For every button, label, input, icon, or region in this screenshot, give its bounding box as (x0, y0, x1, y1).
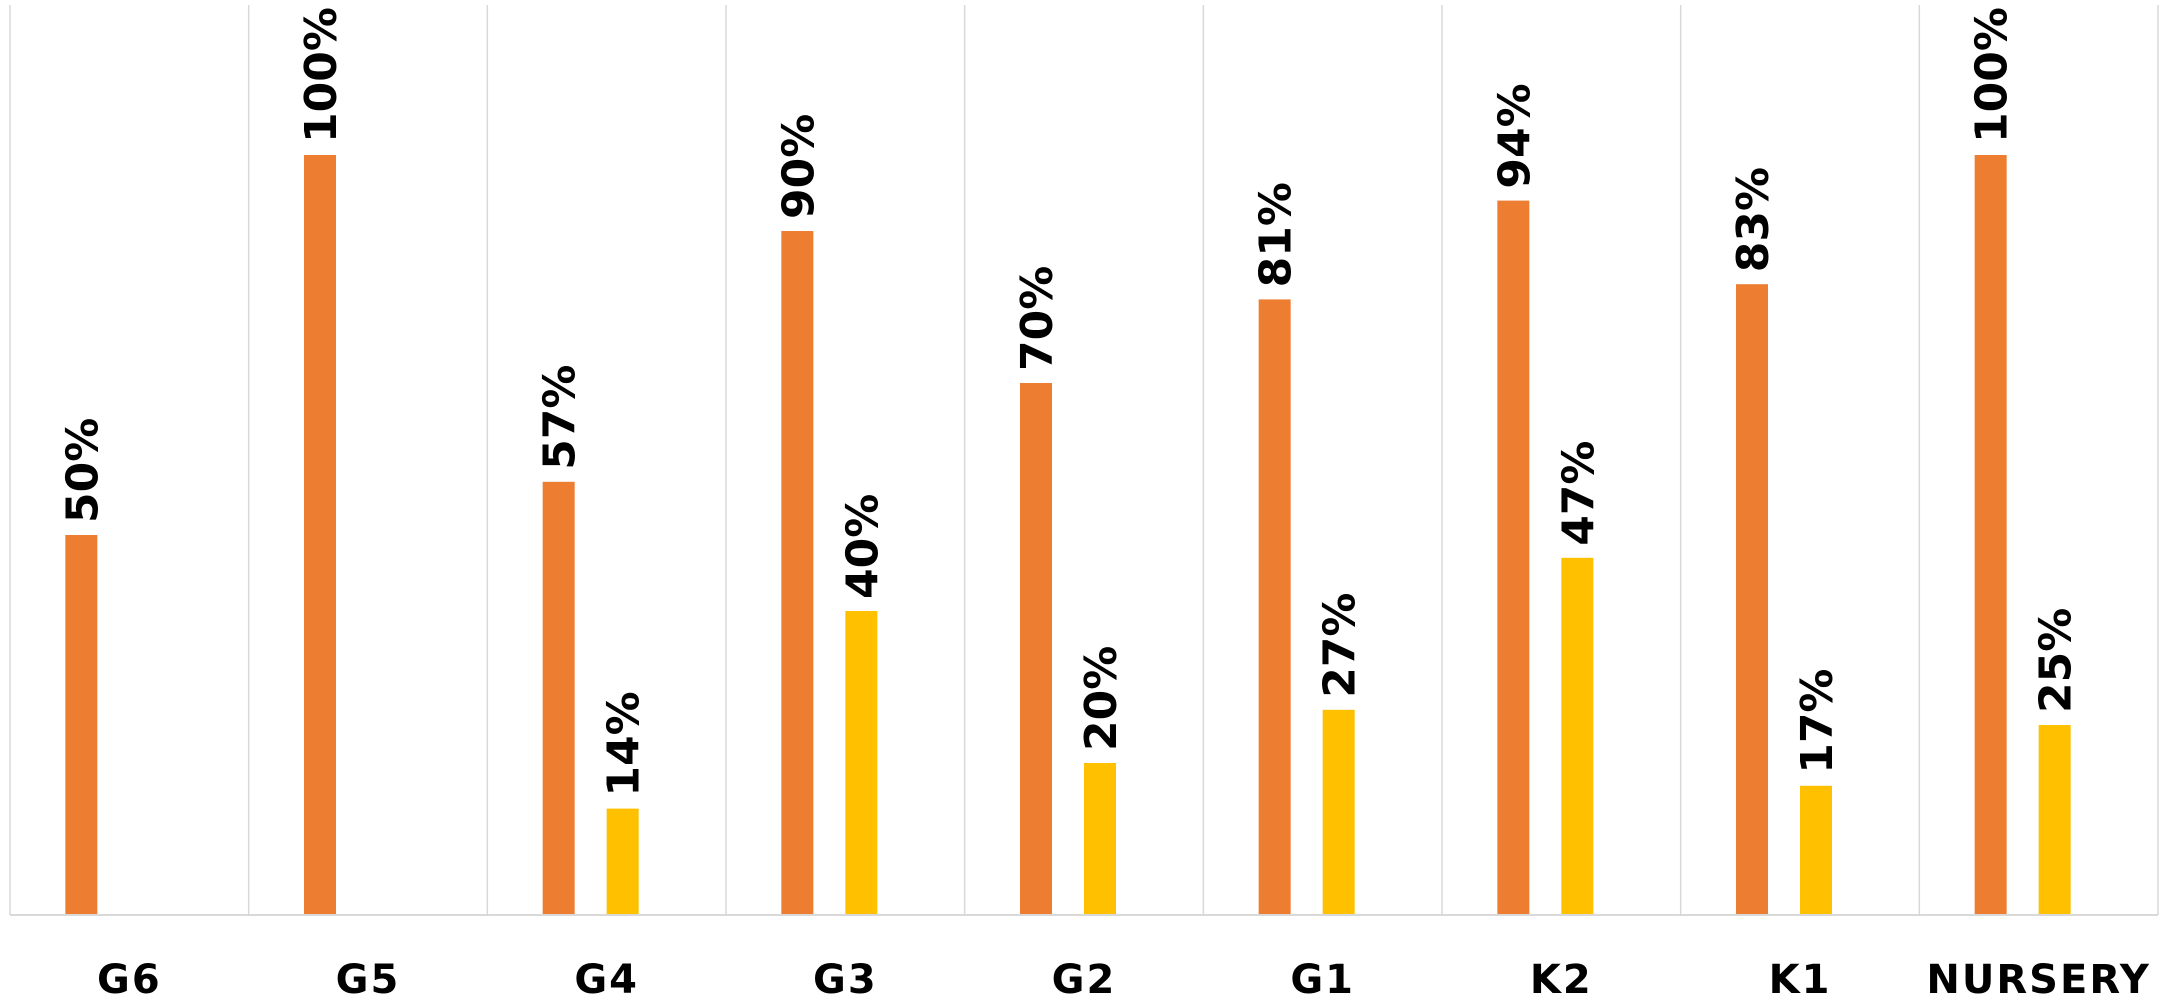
bar-k2-series-1 (1497, 200, 1530, 916)
category-label-g3: G3 (813, 957, 878, 1000)
x-axis: G6 G5 G4 G3 G2 G1 K2 K1 NURSERY (10, 914, 2158, 1000)
category-label-g4: G4 (574, 957, 639, 1000)
data-label-g4-series-2: 14% (599, 691, 650, 796)
bar-g1-series-2 (1322, 709, 1355, 915)
data-labels: 50% 100% 57% 14% 90% 40% 70% 20% 81% 27% 94% 47% 83%… (57, 7, 2081, 797)
category-label-k1: K1 (1769, 957, 1832, 1000)
bar-g1-series-1 (1258, 299, 1291, 915)
data-label-g6-series-1: 50% (57, 418, 108, 523)
bar-k2-series-2 (1561, 557, 1594, 915)
data-label-k1-series-1: 83% (1728, 167, 1779, 272)
bar-g5-series-1 (304, 155, 336, 915)
category-label-g2: G2 (1052, 957, 1117, 1000)
category-label-g6: G6 (97, 957, 162, 1000)
data-label-g2-series-1: 70% (1012, 266, 1063, 371)
data-label-g1-series-2: 27% (1315, 592, 1366, 697)
data-label-g5-series-1: 100% (296, 7, 347, 143)
bar-nursery-series-2 (2038, 725, 2071, 915)
bar-k1-series-1 (1736, 284, 1768, 915)
data-label-g3-series-1: 90% (773, 114, 824, 219)
category-label-g5: G5 (336, 957, 401, 1000)
data-label-nursery-series-2: 25% (2031, 608, 2082, 713)
bar-g3-series-1 (781, 231, 814, 915)
bar-g6-series-1 (65, 535, 98, 915)
bar-nursery-series-1 (1974, 155, 2007, 915)
bar-k1-series-2 (1800, 785, 1832, 915)
data-label-nursery-series-1: 100% (1967, 7, 2018, 143)
data-label-k2-series-1: 94% (1489, 83, 1540, 188)
bar-g3-series-2 (845, 611, 878, 915)
data-label-g3-series-2: 40% (837, 494, 888, 599)
category-label-nursery: NURSERY (1926, 957, 2150, 1000)
gridlines (9, 5, 2159, 915)
category-label-k2: K2 (1530, 957, 1593, 1000)
data-label-k2-series-2: 47% (1553, 440, 1604, 545)
bar-g2-series-1 (1020, 383, 1052, 915)
data-label-k1-series-2: 17% (1792, 668, 1843, 773)
data-label-g2-series-2: 20% (1076, 646, 1127, 751)
category-label-g1: G1 (1290, 957, 1355, 1000)
data-label-g4-series-1: 57% (535, 364, 586, 469)
bar-g4-series-1 (542, 481, 575, 915)
bars (65, 155, 2071, 916)
bar-g2-series-2 (1084, 763, 1116, 915)
data-label-g1-series-1: 81% (1251, 182, 1302, 287)
bar-g4-series-2 (606, 808, 639, 915)
